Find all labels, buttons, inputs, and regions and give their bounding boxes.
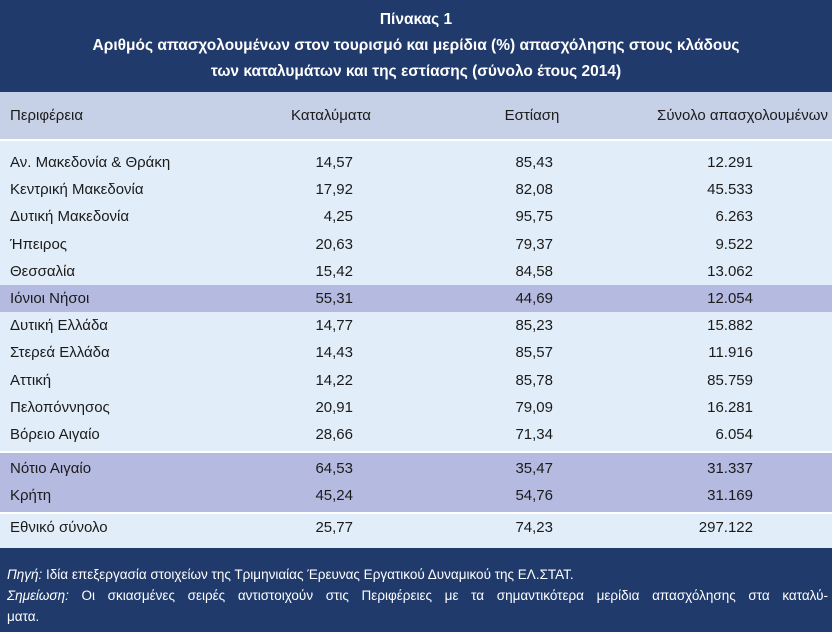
region-cell: Στερεά Ελλάδα (10, 344, 110, 362)
table-row: Αττική 14,22 85,78 85.759 (0, 367, 832, 394)
total-employed-cell: 85.759 (707, 371, 753, 389)
food-service-share-cell: 74,23 (515, 519, 553, 536)
food-service-share-cell: 85,57 (515, 344, 553, 362)
region-cell: Κεντρική Μακεδονία (10, 181, 144, 199)
region-cell: Ήπειρος (10, 235, 68, 253)
total-employed-cell: 12.291 (707, 154, 753, 171)
accommodation-share-cell: 64,53 (315, 459, 353, 477)
accommodation-share-cell: 14,22 (315, 371, 353, 389)
table-row: Θεσσαλία 15,42 84,58 13.062 (0, 258, 832, 285)
food-service-share-cell: 82,08 (515, 181, 553, 199)
table-notes: Πηγή: Ιδία επεξεργασία στοιχείων της Τρι… (0, 548, 832, 632)
national-total-row: Εθνικό σύνολο 25,77 74,23 297.122 (0, 514, 832, 541)
region-cell: Πελοπόννησος (10, 398, 110, 416)
accommodation-share-cell: 14,43 (315, 344, 353, 362)
total-employed-cell: 297.122 (698, 519, 753, 536)
total-employed-cell: 6.054 (715, 425, 753, 443)
national-total-section: Εθνικό σύνολο 25,77 74,23 297.122 (0, 514, 832, 548)
table-title-header: Πίνακας 1 Αριθμός απασχολουμένων στον το… (0, 0, 832, 92)
table-row: Στερεά Ελλάδα 14,43 85,57 11.916 (0, 339, 832, 366)
food-service-share-cell: 95,75 (515, 208, 553, 226)
food-service-share-cell: 54,76 (515, 486, 553, 504)
region-cell: Ιόνιοι Νήσοι (10, 289, 90, 307)
table-row: Δυτική Ελλάδα 14,77 85,23 15.882 (0, 312, 832, 339)
column-header-total-employed: Σύνολο απασχολουμένων (657, 107, 828, 124)
accommodation-share-cell: 14,57 (315, 154, 353, 171)
total-employed-cell: 6.263 (715, 208, 753, 226)
food-service-share-cell: 85,23 (515, 317, 553, 335)
region-cell: Δυτική Μακεδονία (10, 208, 130, 226)
region-cell: Θεσσαλία (10, 262, 76, 280)
table-row: Ήπειρος 20,63 79,37 9.522 (0, 231, 832, 258)
column-header-region: Περιφέρεια (10, 107, 84, 124)
table-body: Αν. Μακεδονία & Θράκη 14,57 85,43 12.291… (0, 141, 832, 451)
row-divider (0, 512, 832, 514)
table-row: Πελοπόννησος 20,91 79,09 16.281 (0, 394, 832, 421)
note-text-continued: ματα. (7, 609, 40, 624)
region-cell: Νότιο Αιγαίο (10, 459, 92, 477)
food-service-share-cell: 85,78 (515, 371, 553, 389)
total-employed-cell: 9.522 (715, 235, 753, 253)
shaded-row-group: Νότιο Αιγαίο 64,53 35,47 31.337 Κρήτη 45… (0, 453, 832, 512)
row-divider (0, 139, 832, 141)
shading-note: Σημείωση: Οι σκιασμένες σειρές αντιστοιχ… (7, 585, 828, 606)
table-row-shaded: Ιόνιοι Νήσοι 55,31 44,69 12.054 (0, 284, 832, 313)
food-service-share-cell: 84,58 (515, 262, 553, 280)
total-employed-cell: 31.337 (707, 459, 753, 477)
accommodation-share-cell: 4,25 (323, 208, 353, 226)
accommodation-share-cell: 17,92 (315, 181, 353, 199)
accommodation-share-cell: 14,77 (315, 317, 353, 335)
accommodation-share-cell: 20,63 (315, 235, 353, 253)
food-service-share-cell: 79,37 (515, 235, 553, 253)
food-service-share-cell: 44,69 (515, 289, 553, 307)
note-label: Σημείωση: (7, 588, 69, 603)
table-row: Κεντρική Μακεδονία 17,92 82,08 45.533 (0, 176, 832, 203)
table-row: Αν. Μακεδονία & Θράκη 14,57 85,43 12.291 (0, 149, 832, 176)
total-employed-cell: 31.169 (707, 486, 753, 504)
column-header-accommodation: Καταλύματα (291, 107, 371, 124)
table-row: Βόρειο Αιγαίο 28,66 71,34 6.054 (0, 421, 832, 448)
region-cell: Βόρειο Αιγαίο (10, 425, 100, 443)
table-number: Πίνακας 1 (379, 11, 453, 28)
total-employed-cell: 12.054 (707, 289, 753, 307)
food-service-share-cell: 79,09 (515, 398, 553, 416)
accommodation-share-cell: 25,77 (315, 519, 353, 536)
column-header-food-service: Εστίαση (504, 107, 560, 124)
table-row-shaded: Κρήτη 45,24 54,76 31.169 (0, 481, 832, 509)
region-cell: Αν. Μακεδονία & Θράκη (10, 154, 171, 171)
row-divider (0, 451, 832, 453)
note-text: Οι σκιασμένες σειρές αντιστοιχούν στις Π… (81, 588, 828, 603)
accommodation-share-cell: 20,91 (315, 398, 353, 416)
food-service-share-cell: 71,34 (515, 425, 553, 443)
total-employed-cell: 13.062 (707, 262, 753, 280)
total-employed-cell: 11.916 (708, 344, 753, 362)
source-label: Πηγή: (7, 567, 43, 582)
region-cell: Κρήτη (10, 486, 52, 504)
region-cell: Αττική (10, 371, 52, 389)
food-service-share-cell: 35,47 (515, 459, 553, 477)
total-employed-cell: 16.281 (707, 398, 753, 416)
source-text: Ιδία επεξεργασία στοιχείων της Τριμηνιαί… (46, 567, 574, 582)
table-title-line-1: Αριθμός απασχολουμένων στον τουρισμό και… (92, 37, 740, 54)
table-row-shaded: Νότιο Αιγαίο 64,53 35,47 31.337 (0, 454, 832, 482)
shading-note-continued: ματα. (7, 606, 828, 627)
column-header-row: Περιφέρεια Καταλύματα Εστίαση Σύνολο απα… (0, 92, 832, 139)
accommodation-share-cell: 15,42 (315, 262, 353, 280)
table-row: Δυτική Μακεδονία 4,25 95,75 6.263 (0, 203, 832, 230)
region-cell: Δυτική Ελλάδα (10, 317, 108, 335)
accommodation-share-cell: 28,66 (315, 425, 353, 443)
total-employed-cell: 45.533 (707, 181, 753, 199)
region-cell: Εθνικό σύνολο (10, 519, 108, 536)
accommodation-share-cell: 45,24 (315, 486, 353, 504)
total-employed-cell: 15.882 (707, 317, 753, 335)
accommodation-share-cell: 55,31 (315, 289, 353, 307)
food-service-share-cell: 85,43 (515, 154, 553, 171)
table-title-line-2: των καταλυμάτων και της εστίασης (σύνολο… (210, 63, 622, 80)
source-note: Πηγή: Ιδία επεξεργασία στοιχείων της Τρι… (7, 564, 828, 585)
